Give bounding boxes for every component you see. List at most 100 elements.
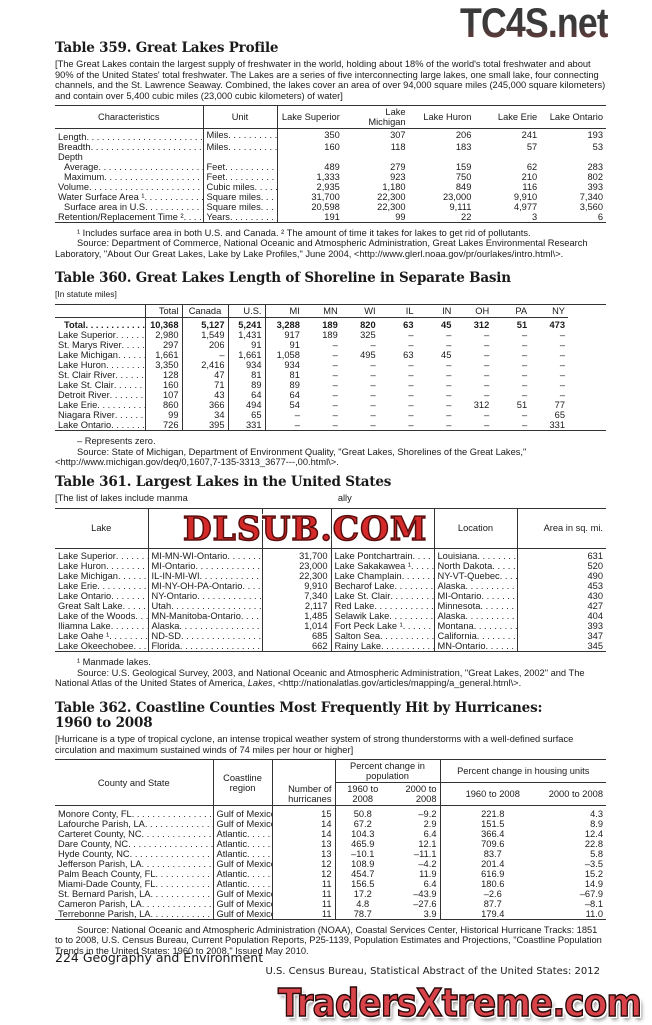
housing-change-2000-2008: 5.8 (590, 848, 603, 859)
area: 631 (516, 548, 606, 561)
value-cell: 189 (322, 320, 338, 330)
value-cell: – (484, 410, 490, 420)
pop-change-2000-2008: 12.1 (418, 838, 437, 849)
value-cell: 206 (181, 340, 228, 350)
value-cell: 934 (264, 360, 303, 370)
value-cell: – (559, 360, 565, 370)
value-cell: 99 (144, 410, 182, 420)
table-row: Detroit River107436464––––––– (55, 390, 606, 400)
col-header: 2000 to 2008 (545, 782, 606, 806)
value-cell: 81 (227, 370, 265, 380)
value-cell: – (370, 400, 376, 410)
source-text: Source: U.S. Geological Survey, 2003, an… (55, 667, 585, 689)
col-header: Lake (55, 508, 148, 549)
area: 345 (516, 641, 606, 652)
table-row: Cameron Parish, LAGulf of Mexico114.8 –27… (55, 898, 606, 909)
value-cell: 189 (322, 330, 338, 340)
hurricane-count: 14 (271, 818, 335, 829)
coastline-region: Atlantic (212, 848, 272, 859)
value-cell: 206 (455, 130, 472, 141)
county: Terrebonne Parish, LA (55, 908, 213, 920)
row-label: Detroit River (55, 390, 145, 400)
county: St. Bernard Parish, LA (55, 888, 213, 899)
page-footer-publication: U.S. Census Bureau, Statistical Abstract… (265, 966, 600, 977)
col-header: U.S. (227, 304, 265, 318)
value-cell: 917 (264, 330, 303, 340)
pop-change-2000-2008: 6.4 (423, 828, 437, 839)
footnote: – Represents zero. (77, 436, 156, 446)
table-row: Niagara River993465–––––––65 (55, 410, 606, 420)
hurricane-count: 11 (271, 888, 335, 899)
lake-name: Lake of the Woods (55, 611, 148, 621)
col-header: Coastline region (212, 759, 272, 806)
value-cell: – (559, 340, 565, 350)
value-cell: 71 (181, 380, 228, 390)
value-cell: – (332, 410, 338, 420)
value-cell: 62 (526, 161, 538, 172)
col-header: IL (378, 304, 417, 318)
housing-change-1960-2008: 179.4 (439, 908, 545, 919)
lake-name: Lake Superior (55, 548, 148, 561)
value-cell: 297 (144, 340, 182, 350)
value-cell: 107 (144, 390, 182, 400)
pop-change-1960-2008: 4.8 (334, 898, 390, 909)
table-359-header: Characteristics Unit Lake Superior Lake … (55, 105, 606, 129)
row-label: Lake St. Clair (55, 380, 145, 390)
row-label: Water Surface Area ¹ (55, 191, 203, 202)
table-row: Lake ErieMI-NY-OH-PA-Ontario9,910Becharo… (55, 581, 606, 591)
source: Source: State of Michigan, Department of… (55, 446, 527, 468)
value-cell: 2,416 (181, 360, 228, 370)
col-group-header: Percent change in housing units (439, 759, 606, 783)
table-362-header: 1960 to 2008 2000 to 2008 1960 to 2008 2… (55, 782, 606, 806)
housing-change-1960-2008: 366.4 (439, 828, 545, 839)
unit-cell: Square miles (202, 201, 277, 212)
lake-name: Lake Erie (55, 581, 148, 591)
watermark-dlsub-logo: DLSUB.COM (182, 509, 428, 549)
value-cell: – (370, 340, 376, 350)
value-cell: 350 (276, 128, 343, 142)
source: Source: Department of Commerce, National… (55, 238, 588, 259)
value-cell: 20,598 (276, 201, 343, 212)
location: ND-SD (147, 631, 262, 641)
pop-change-2000-2008: –27.6 (413, 898, 437, 909)
page-footer-section: 224 Geography and Environment (55, 950, 264, 965)
housing-change-1960-2008: –2.6 (439, 888, 545, 899)
col-header: Lake Michigan (342, 105, 409, 129)
value-cell: 47 (181, 370, 228, 380)
table-row: Retention/Replacement Time ²Years191 99 22… (55, 211, 606, 222)
value-cell: – (484, 330, 490, 340)
value-cell: – (446, 370, 452, 380)
value-cell: 283 (587, 161, 603, 172)
pop-change-1960-2008: 50.8 (334, 805, 390, 819)
hurricane-count: 11 (271, 878, 335, 889)
pop-change-1960-2008: 17.2 (334, 888, 390, 899)
coastline-region: Atlantic (212, 868, 272, 879)
pop-change-1960-2008: 108.9 (334, 858, 390, 869)
coastline-region: Gulf of Mexico (212, 898, 272, 909)
location: Alaska (433, 611, 517, 621)
value-cell: 4,977 (513, 201, 538, 212)
value-cell: 77 (554, 400, 565, 410)
row-label: St. Marys River (55, 340, 145, 350)
table-row: Depth (55, 151, 606, 162)
county: Miami-Dade County, FL (55, 878, 213, 889)
value-cell: 1,180 (382, 181, 406, 192)
value-cell: – (446, 360, 452, 370)
col-header: MI (264, 304, 303, 318)
value-cell: 820 (360, 320, 376, 330)
table-row: Miami-Dade County, FLAtlantic11156.56.41… (55, 878, 606, 889)
value-cell: – (370, 410, 376, 420)
value-cell (409, 152, 475, 162)
table-row: St. Bernard Parish, LAGulf of Mexico1117… (55, 888, 606, 899)
value-cell: 65 (554, 410, 565, 420)
source: Source: National Oceanic and Atmospheric… (55, 924, 602, 956)
col-header: MN (302, 304, 341, 318)
value-cell: 1,661 (144, 350, 182, 360)
pop-change-1960-2008: 67.2 (334, 818, 390, 829)
value-cell: – (332, 420, 338, 430)
table-362-caption: [Hurricane is a type of tropical cyclone… (55, 734, 574, 755)
county: Palm Beach County, FL (55, 868, 213, 879)
coastline-region: Gulf of Mexico (212, 888, 272, 899)
value-cell: 307 (390, 130, 406, 141)
